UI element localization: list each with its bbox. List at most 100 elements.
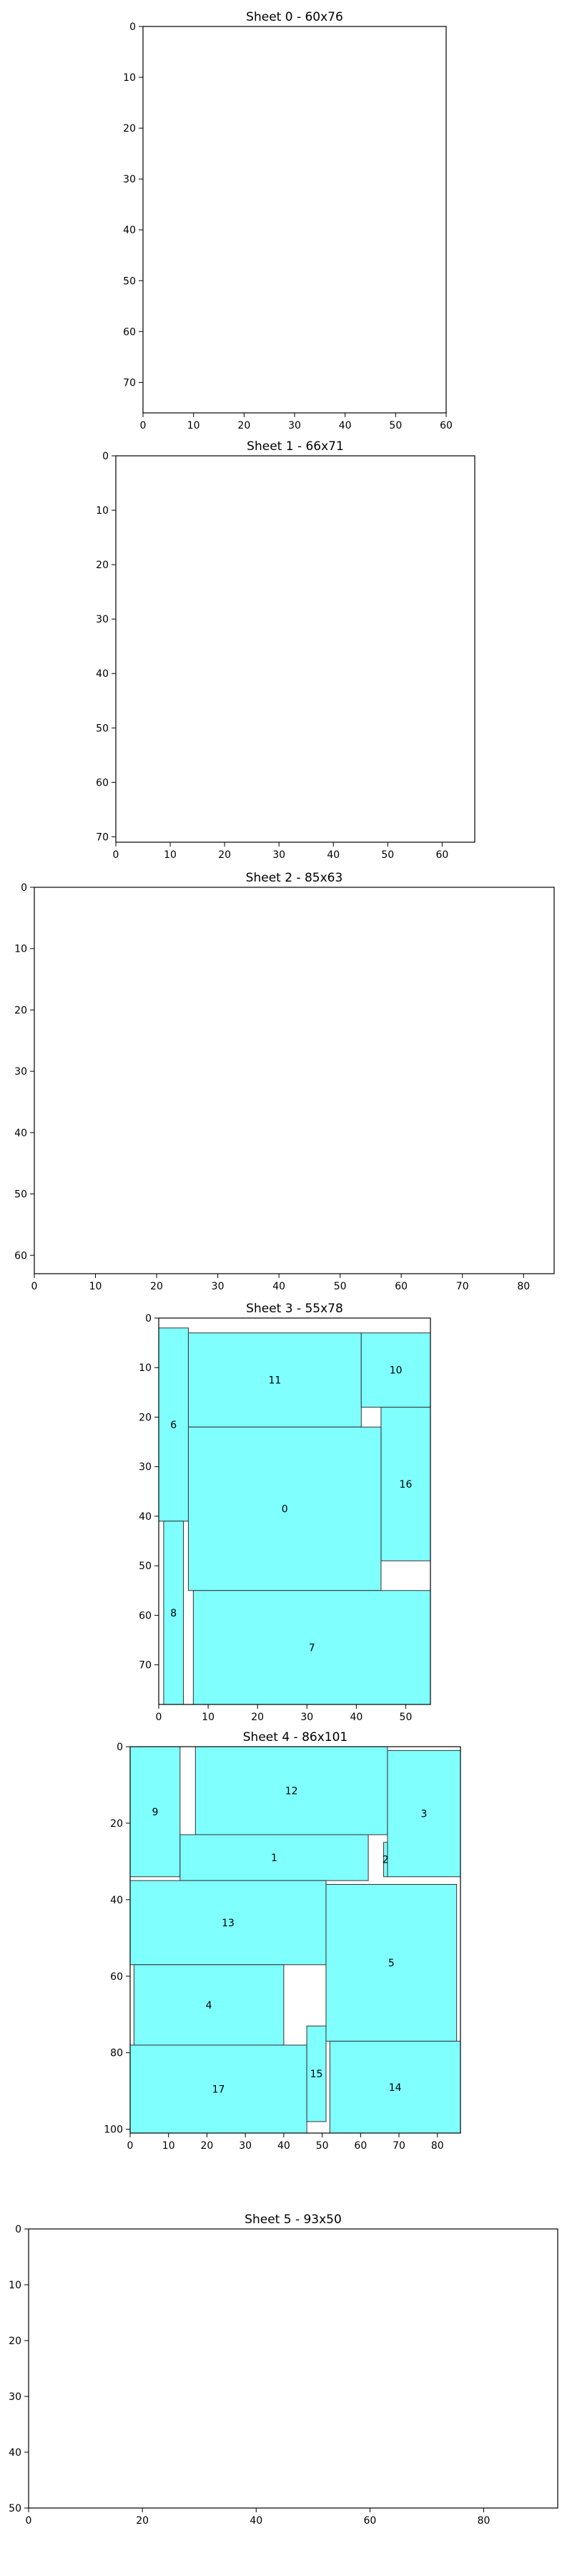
piece-label: 0 <box>282 1504 288 1516</box>
piece-rect <box>194 1746 388 1835</box>
x-tick-label: 0 <box>140 420 147 431</box>
y-tick-label: 60 <box>123 326 136 338</box>
x-tick-label: 10 <box>187 420 200 431</box>
piece-rect <box>129 1880 327 1966</box>
axes-frame <box>158 1317 431 1705</box>
y-tick-label: 30 <box>14 1066 27 1078</box>
piece-label: 10 <box>390 1365 403 1377</box>
x-tick-label: 0 <box>156 1712 162 1723</box>
x-tick-label: 20 <box>150 1281 163 1292</box>
piece-rect <box>383 1842 388 1878</box>
sheet-title: Sheet 0 - 60x76 <box>246 10 343 24</box>
axes-frame <box>34 887 555 1274</box>
x-tick-label: 40 <box>350 1712 363 1723</box>
y-tick-label: 10 <box>139 1362 152 1374</box>
piece-12: 12 <box>194 1746 388 1835</box>
y-tick-label: 20 <box>123 123 136 135</box>
piece-label: 8 <box>170 1608 177 1619</box>
y-tick-label: 50 <box>123 275 136 287</box>
piece-4: 4 <box>133 1964 285 2046</box>
piece-label: 2 <box>383 1855 389 1866</box>
x-tick-label: 20 <box>201 2140 214 2152</box>
y-tick-label: 20 <box>96 560 109 571</box>
y-tick-label: 70 <box>96 831 109 843</box>
y-tick-label: 60 <box>14 1250 27 1262</box>
y-tick-label: 70 <box>139 1660 152 1672</box>
x-tick-label: 10 <box>89 1281 102 1292</box>
y-tick-label: 40 <box>9 2447 21 2459</box>
piece-16: 16 <box>380 1407 431 1561</box>
axes-frame <box>142 26 447 414</box>
piece-11: 11 <box>187 1332 362 1428</box>
y-tick-label: 30 <box>123 174 136 185</box>
y-tick-label: 100 <box>104 2124 123 2136</box>
y-tick-label: 40 <box>96 668 109 680</box>
y-tick-label: 50 <box>14 1189 27 1201</box>
sheet-title: Sheet 5 - 93x50 <box>245 2212 342 2227</box>
x-tick-label: 40 <box>272 1281 285 1292</box>
x-tick-label: 40 <box>277 2140 290 2152</box>
sheet-panel-2: Sheet 2 - 85x63 0 10 20 30 40 50 60 70 80 0 10 20 30 4… <box>14 871 555 1292</box>
x-tick-label: 30 <box>239 2140 252 2152</box>
y-tick-label: 40 <box>14 1128 27 1139</box>
piece-rect <box>179 1834 369 1881</box>
x-tick-label: 40 <box>250 2515 262 2527</box>
x-tick-label: 20 <box>251 1712 264 1723</box>
x-tick-label: 20 <box>218 849 231 861</box>
x-tick-label: 0 <box>31 1281 38 1292</box>
y-tick-label: 60 <box>110 1971 123 1983</box>
piece-7: 7 <box>192 1590 431 1705</box>
y-tick-label: 0 <box>15 2224 21 2235</box>
x-tick-label: 50 <box>381 849 394 861</box>
piece-label: 6 <box>170 1420 177 1431</box>
piece-label: 9 <box>152 1807 158 1818</box>
y-tick-label: 40 <box>123 225 136 236</box>
piece-label: 12 <box>285 1785 298 1797</box>
piece-label: 14 <box>389 2082 402 2094</box>
piece-13: 13 <box>129 1880 327 1966</box>
y-tick-label: 20 <box>110 1818 123 1830</box>
x-tick-label: 0 <box>26 2515 32 2527</box>
y-tick-label: 30 <box>9 2391 21 2403</box>
piece-15: 15 <box>306 2025 327 2122</box>
x-tick-label: 30 <box>212 1281 225 1292</box>
piece-14: 14 <box>329 2041 461 2134</box>
piece-label: 7 <box>309 1642 315 1654</box>
y-tick-label: 10 <box>96 505 109 517</box>
piece-rect <box>187 1332 362 1428</box>
axes-frame <box>115 455 475 843</box>
x-tick-label: 60 <box>395 1281 408 1292</box>
y-tick-label: 0 <box>21 882 27 894</box>
piece-label: 13 <box>222 1918 235 1929</box>
sheet-panel-0: Sheet 0 - 60x76 0 10 20 30 40 50 60 0 10 20 30 40 50 6… <box>123 10 453 431</box>
piece-rect <box>360 1332 431 1408</box>
x-tick-label: 80 <box>431 2140 444 2152</box>
x-tick-label: 50 <box>316 2140 329 2152</box>
x-tick-label: 0 <box>113 849 119 861</box>
x-tick-label: 10 <box>162 2140 175 2152</box>
y-tick-label: 0 <box>129 21 136 33</box>
x-tick-label: 30 <box>288 420 301 431</box>
y-tick-label: 30 <box>139 1462 152 1473</box>
axes-frame <box>129 1746 461 2134</box>
piece-2: 2 <box>383 1842 389 1878</box>
sheet-title: Sheet 3 - 55x78 <box>246 1302 343 1316</box>
piece-label: 4 <box>206 2000 212 2011</box>
y-tick-label: 30 <box>96 614 109 625</box>
piece-rect <box>192 1590 431 1705</box>
sheet-title: Sheet 4 - 86x101 <box>243 1730 347 1745</box>
piece-rect <box>187 1426 382 1591</box>
x-tick-label: 10 <box>164 849 177 861</box>
sheet-title: Sheet 1 - 66x71 <box>247 439 344 454</box>
piece-rect <box>306 2025 327 2122</box>
x-tick-label: 60 <box>435 849 448 861</box>
piece-17: 17 <box>129 2044 307 2134</box>
sheet-title: Sheet 2 - 85x63 <box>246 871 343 885</box>
piece-6: 6 <box>158 1327 189 1522</box>
x-tick-label: 60 <box>354 2140 367 2152</box>
y-tick-label: 0 <box>117 1742 123 1753</box>
x-tick-label: 0 <box>127 2140 134 2152</box>
sheet-panel-1: Sheet 1 - 66x71 0 10 20 30 40 50 60 0 10 20 30 40 50 6… <box>96 439 475 861</box>
y-tick-label: 50 <box>96 723 109 734</box>
